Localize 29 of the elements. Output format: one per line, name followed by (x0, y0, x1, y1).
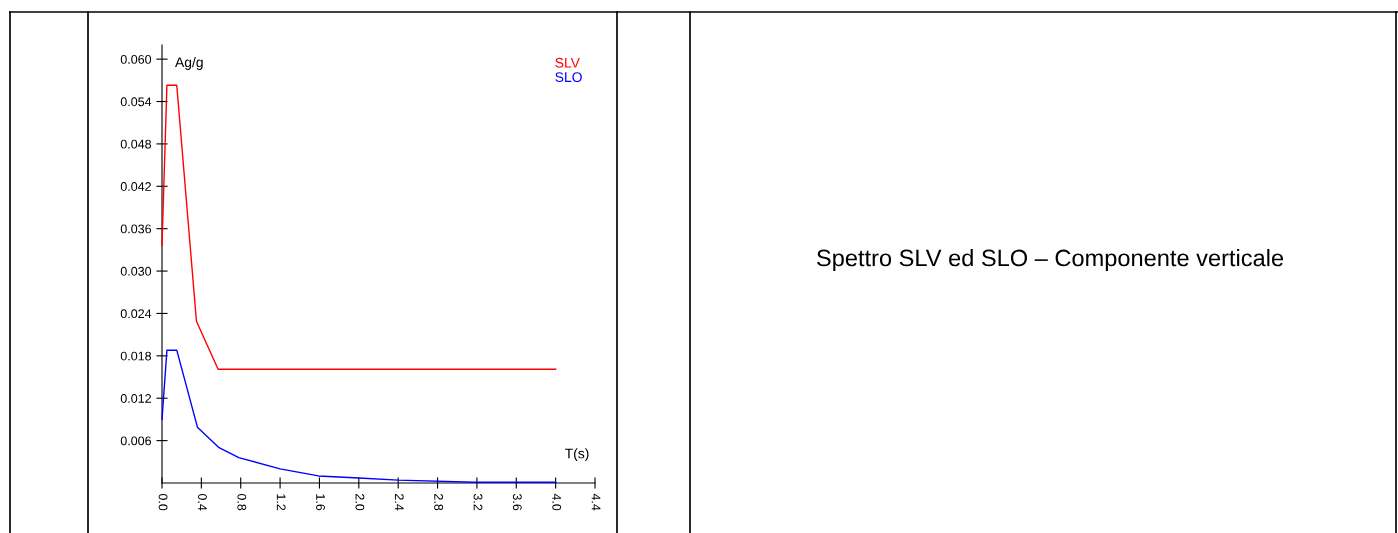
y-tick-label: 0.036 (120, 224, 152, 234)
y-axis-title: Ag/g (175, 56, 203, 70)
x-axis-title: T(s) (565, 448, 589, 462)
y-tick-label: 0.012 (120, 394, 151, 403)
x-tick-label: 4.0 (552, 493, 562, 511)
x-tick-label: 3.6 (512, 493, 522, 511)
text: Spettro SLV ed SLO – Componente verticale (817, 249, 1284, 271)
y-tick-label: 0.006 (120, 436, 152, 446)
x-tick-label: 2.0 (355, 494, 365, 511)
x-tick-label: 3.2 (473, 493, 483, 511)
y-tick-label: 0.024 (120, 309, 152, 319)
x-tick-label: 1.2 (276, 494, 286, 511)
x-tick-label: 1.6 (316, 494, 325, 511)
y-tick-label: 0.048 (120, 139, 152, 149)
line-series (161, 84, 557, 370)
x-tick-label: 0.4 (198, 493, 207, 511)
x-tick-label: 2.4 (394, 494, 404, 511)
x-tick-label: 0.0 (158, 493, 168, 511)
line-series (161, 349, 557, 483)
x-tick-label: 4.4 (591, 493, 601, 511)
x-tick-label: 2.8 (434, 494, 444, 511)
y-tick-label: 0.054 (120, 97, 152, 107)
y-tick-label: 0.042 (120, 182, 151, 191)
y-tick-label: 0.030 (120, 266, 152, 276)
x-tick-label: 0.8 (237, 493, 247, 511)
text: SLV (555, 57, 580, 68)
y-tick-label: 0.060 (120, 54, 152, 64)
y-tick-label: 0.018 (120, 351, 152, 361)
text: SLO (555, 72, 582, 83)
